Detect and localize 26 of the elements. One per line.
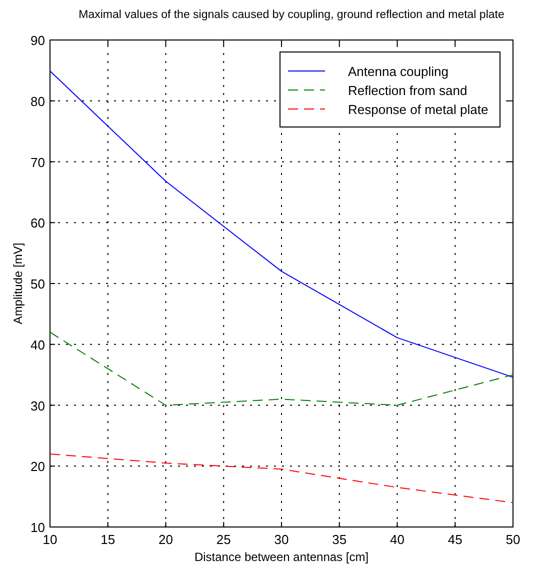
x-tick-label: 20 [158, 532, 173, 547]
x-tick-label: 45 [448, 532, 462, 547]
y-tick-label: 90 [30, 33, 45, 48]
x-tick-label: 35 [332, 532, 347, 547]
y-tick-label: 70 [30, 154, 45, 170]
legend-label: Antenna coupling [348, 64, 448, 79]
chart-title: Maximal values of the signals caused by coupling, ground reflection and metal plate [78, 9, 504, 21]
x-tick-label: 25 [216, 532, 231, 547]
line-series [50, 332, 514, 406]
legend-label: Reflection from sand [348, 83, 468, 98]
y-tick-label: 40 [30, 337, 45, 352]
legend-label: Response of metal plate [348, 102, 488, 117]
x-axis-title: Distance between antennas [cm] [194, 550, 369, 564]
y-tick-label: 50 [30, 276, 45, 292]
x-tick-label: 15 [100, 532, 116, 547]
y-tick-label: 60 [30, 216, 45, 231]
x-tick-label: 40 [390, 532, 404, 547]
y-tick-label: 10 [30, 520, 45, 535]
y-tick-label: 30 [30, 398, 45, 414]
y-tick-label: 20 [30, 459, 45, 474]
x-tick-label: 50 [506, 532, 520, 547]
line-series [50, 453, 514, 504]
y-tick-label: 80 [30, 94, 45, 109]
y-axis-title: Amplitude [mV] [11, 242, 25, 324]
x-tick-label: 10 [42, 532, 58, 547]
x-tick-label: 30 [274, 532, 289, 547]
